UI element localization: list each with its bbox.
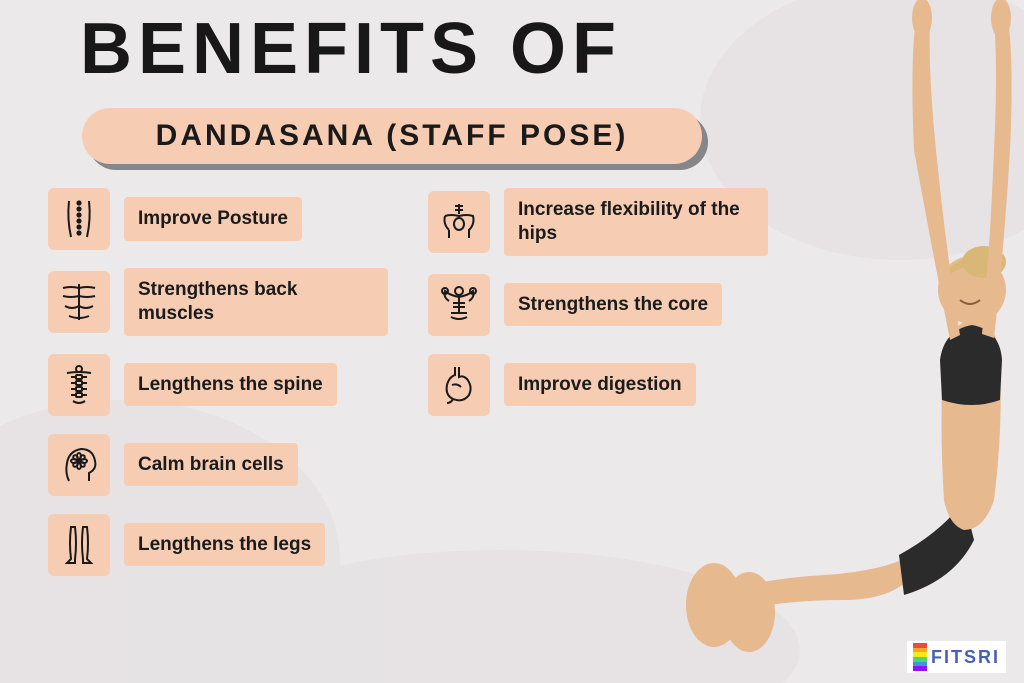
core-flex-icon [428, 274, 490, 336]
stomach-icon [428, 354, 490, 416]
benefit-item: Strengthens back muscles [48, 268, 388, 336]
back-muscles-icon [48, 271, 110, 333]
spine-dots-icon [48, 188, 110, 250]
spine-vertebrae-icon [48, 354, 110, 416]
benefit-label: Increase flexibility of the hips [504, 188, 768, 256]
benefit-label: Calm brain cells [124, 443, 298, 487]
benefit-item: Increase flexibility of the hips [428, 188, 768, 256]
benefits-right-column: Increase flexibility of the hips Strengt… [428, 188, 768, 576]
benefit-item: Lengthens the spine [48, 354, 388, 416]
benefit-item: Calm brain cells [48, 434, 388, 496]
benefit-item: Lengthens the legs [48, 514, 388, 576]
subtitle-pill: DANDASANA (STAFF POSE) [82, 108, 702, 164]
logo-text: FITSRI [931, 647, 1000, 668]
benefit-item: Improve Posture [48, 188, 388, 250]
pelvis-icon [428, 191, 490, 253]
brain-flower-icon [48, 434, 110, 496]
benefit-item: Improve digestion [428, 354, 768, 416]
infographic-canvas: BENEFITS OF DANDASANA (STAFF POSE) Impro… [0, 0, 1024, 683]
benefits-columns: Improve Posture Strengthens back muscles [48, 188, 768, 576]
benefit-label: Improve Posture [124, 197, 302, 241]
benefit-label: Lengthens the legs [124, 523, 325, 567]
legs-icon [48, 514, 110, 576]
brand-logo: FITSRI [907, 641, 1006, 673]
main-title: BENEFITS OF [80, 8, 622, 90]
subtitle-container: DANDASANA (STAFF POSE) [82, 108, 702, 164]
benefit-label: Strengthens back muscles [124, 268, 388, 336]
logo-rainbow-icon [913, 643, 927, 671]
benefit-label: Lengthens the spine [124, 363, 337, 407]
benefits-left-column: Improve Posture Strengthens back muscles [48, 188, 388, 576]
benefit-label: Improve digestion [504, 363, 696, 407]
benefit-label: Strengthens the core [504, 283, 722, 327]
benefit-item: Strengthens the core [428, 274, 768, 336]
